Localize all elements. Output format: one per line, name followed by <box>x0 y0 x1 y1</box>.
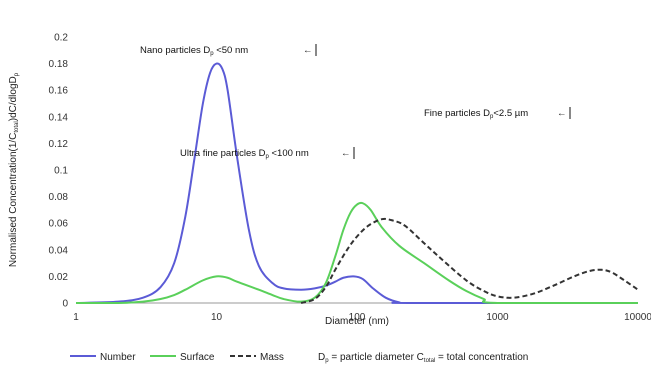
y-tick-label: 0.18 <box>49 59 69 70</box>
y-tick-label: 0.16 <box>49 86 69 97</box>
y-tick-label: 0.06 <box>49 219 69 230</box>
legend-label-mass: Mass <box>260 352 284 363</box>
legend: Number Surface Mass Dp = particle diamet… <box>70 352 528 364</box>
y-axis-title-tail-sub: p <box>14 72 20 76</box>
legend-item-surface: Surface <box>150 352 215 363</box>
y-tick-label: 0.04 <box>49 245 69 256</box>
x-tick-label: 1000 <box>486 312 509 323</box>
annotation-ultra-text: Ultra fine particles Dp <100 nm <box>180 148 309 160</box>
legend-item-mass: Mass <box>230 352 284 363</box>
y-tick-label: 0.02 <box>49 272 69 283</box>
annotation-nano: Nano particles Dp <50 nm ← <box>140 44 317 57</box>
x-axis-ticks: 1 10 100 1000 10000 <box>73 312 651 323</box>
annotation-fine-arrow-icon: ← <box>557 108 567 119</box>
legend-item-number: Number <box>70 352 136 363</box>
x-tick-label: 10000 <box>624 312 651 323</box>
y-tick-label: 0.1 <box>54 166 68 177</box>
series-line-number <box>75 62 638 304</box>
y-axis-title-main: Normalised Concentration(1/C <box>8 133 19 268</box>
legend-note: Dp = particle diameter Ctotal = total co… <box>318 352 528 364</box>
series-line-mass <box>300 217 639 304</box>
y-tick-label: 0 <box>62 299 68 310</box>
y-tick-label: 0.2 <box>54 33 68 44</box>
annotation-nano-text: Nano particles Dp <50 nm <box>140 45 248 57</box>
series-lines <box>75 62 639 305</box>
annotation-ultra: Ultra fine particles Dp <100 nm ← <box>180 147 355 160</box>
y-tick-label: 0.14 <box>49 112 69 123</box>
y-tick-label: 0.12 <box>49 139 69 150</box>
y-axis-ticks: 0 0.02 0.04 0.06 0.08 0.1 0.12 0.14 0.16 0.18 0.2 <box>49 33 69 310</box>
x-tick-label: 100 <box>349 312 366 323</box>
y-axis-title: Normalised Concentration(1/Ctotal)dC/dlo… <box>8 72 20 267</box>
legend-label-surface: Surface <box>180 352 215 363</box>
x-tick-label: 10 <box>211 312 223 323</box>
y-axis-title-tail: )dC/dlogD <box>8 76 19 121</box>
x-axis-title: Diameter (nm) <box>325 316 389 327</box>
x-tick-label: 1 <box>73 312 79 323</box>
annotation-fine-text: Fine particles Dp<2.5 µm <box>424 108 528 120</box>
annotation-nano-arrow-icon: ← <box>303 45 313 56</box>
y-tick-label: 0.08 <box>49 192 69 203</box>
annotation-ultra-arrow-icon: ← <box>341 148 351 159</box>
y-axis-title-sub: total <box>14 121 20 132</box>
series-line-surface <box>76 201 638 305</box>
legend-label-number: Number <box>100 352 136 363</box>
annotation-fine: Fine particles Dp<2.5 µm ← <box>424 107 571 120</box>
